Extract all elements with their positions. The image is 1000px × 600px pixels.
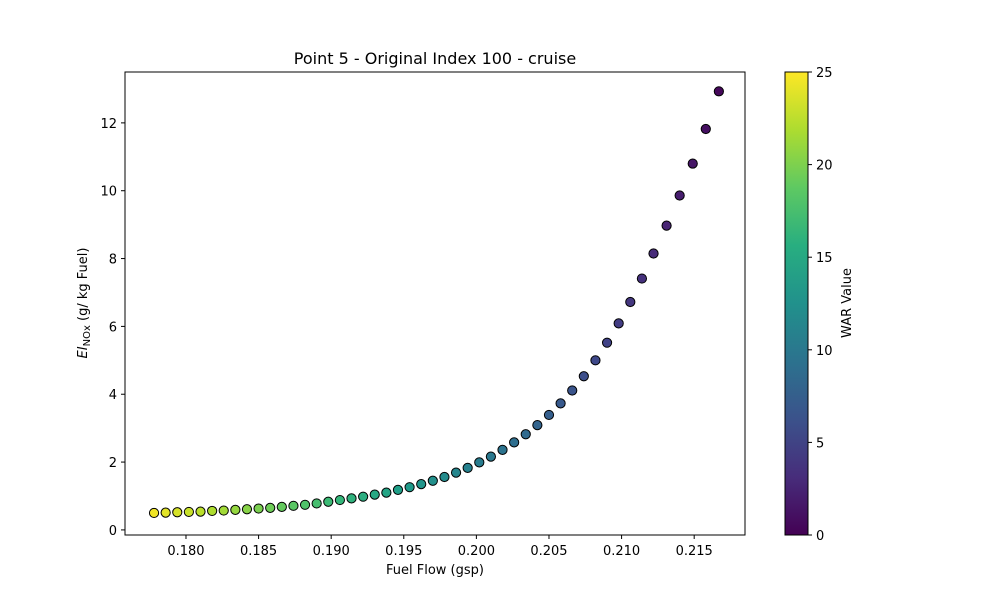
- scatter-point: [674, 190, 685, 201]
- y-tick-label: 0: [109, 524, 117, 539]
- scatter-point: [160, 507, 171, 518]
- y-axis: 0 2 4 6 8 10 12: [100, 117, 125, 539]
- scatter-point: [555, 398, 566, 409]
- scatter-point: [183, 506, 194, 518]
- scatter-point: [567, 385, 578, 396]
- y-tick-label: 10: [100, 185, 117, 200]
- scatter-point: [474, 457, 485, 468]
- scatter-point: [509, 437, 520, 448]
- x-tick-label: 0.185: [240, 544, 277, 559]
- scatter-point: [427, 475, 438, 486]
- scatter-point: [713, 86, 724, 97]
- y-axis-label-main: EI: [76, 346, 91, 358]
- scatter-point: [687, 158, 698, 169]
- scatter-point: [404, 482, 415, 493]
- colorbar: 0 5 10 15 20 25: [784, 66, 833, 544]
- scatter-point: [323, 496, 334, 507]
- scatter-point: [311, 498, 322, 509]
- x-tick-label: 0.195: [385, 544, 422, 559]
- scatter-point: [439, 471, 450, 483]
- y-tick-label: 12: [100, 117, 117, 132]
- scatter-point: [450, 467, 462, 478]
- scatter-point: [700, 123, 711, 135]
- scatter-point: [520, 429, 531, 440]
- scatter-point: [253, 503, 264, 514]
- scatter-point: [648, 248, 659, 259]
- plot-area: [124, 71, 746, 536]
- colorbar-tick-label: 15: [816, 251, 833, 266]
- x-axis-label: Fuel Flow (gsp): [386, 563, 484, 578]
- scatter-point: [661, 220, 672, 231]
- scatter-point: [392, 484, 404, 495]
- scatter-point: [462, 462, 473, 473]
- scatter-point: [230, 504, 241, 515]
- scatter-point: [543, 409, 555, 421]
- colorbar-tick-label: 25: [816, 66, 833, 81]
- x-tick-label: 0.190: [313, 544, 350, 559]
- scatter-point: [276, 501, 287, 512]
- scatter-point: [416, 479, 427, 490]
- scatter-point: [590, 355, 601, 366]
- colorbar-tick-label: 10: [816, 344, 833, 359]
- y-tick-label: 2: [109, 456, 117, 471]
- y-axis-label-sub: NOx: [82, 325, 93, 346]
- colorbar-tick-label: 20: [816, 159, 833, 174]
- scatter-point: [636, 273, 648, 284]
- x-tick-label: 0.180: [167, 544, 204, 559]
- scatter-point: [381, 487, 392, 498]
- scatter-point: [369, 489, 380, 500]
- scatter-point: [578, 371, 589, 382]
- scatter-point: [195, 506, 206, 517]
- scatter-point: [148, 507, 160, 519]
- scatter-point: [288, 500, 299, 511]
- x-axis: 0.180 0.185 0.190 0.195 0.200 0.205 0.210 0.215: [167, 535, 713, 559]
- x-tick-label: 0.205: [530, 544, 567, 559]
- colorbar-gradient: [784, 71, 809, 536]
- y-tick-label: 6: [109, 320, 117, 335]
- scatter-point: [299, 499, 311, 510]
- x-tick-label: 0.215: [676, 544, 713, 559]
- scatter-point: [601, 337, 613, 348]
- x-tick-label: 0.210: [603, 544, 640, 559]
- scatter-point: [485, 451, 497, 462]
- colorbar-tick-label: 0: [816, 529, 824, 544]
- scatter-point: [346, 493, 357, 504]
- scatter-point: [532, 420, 543, 431]
- y-tick-label: 4: [109, 388, 117, 403]
- scatter-point: [241, 504, 253, 515]
- colorbar-label: WAR Value: [840, 268, 855, 338]
- scatter-point: [265, 502, 276, 513]
- colorbar-tick-label: 5: [816, 436, 824, 451]
- chart-title: Point 5 - Original Index 100 - cruise: [294, 49, 576, 68]
- y-axis-label: EINOx (g/ kg Fuel): [76, 248, 93, 359]
- scatter-point: [218, 505, 229, 516]
- x-tick-label: 0.200: [458, 544, 495, 559]
- scatter-point: [172, 507, 183, 518]
- plot-frame: [124, 71, 746, 536]
- scatter-point: [625, 296, 636, 308]
- y-axis-label-rest: (g/ kg Fuel): [76, 248, 91, 326]
- scatter-point: [613, 318, 624, 329]
- scatter-point: [334, 494, 345, 506]
- scatter-point: [207, 505, 218, 517]
- y-tick-label: 8: [109, 253, 117, 268]
- scatter-point: [358, 491, 369, 502]
- scatter-point: [497, 444, 508, 455]
